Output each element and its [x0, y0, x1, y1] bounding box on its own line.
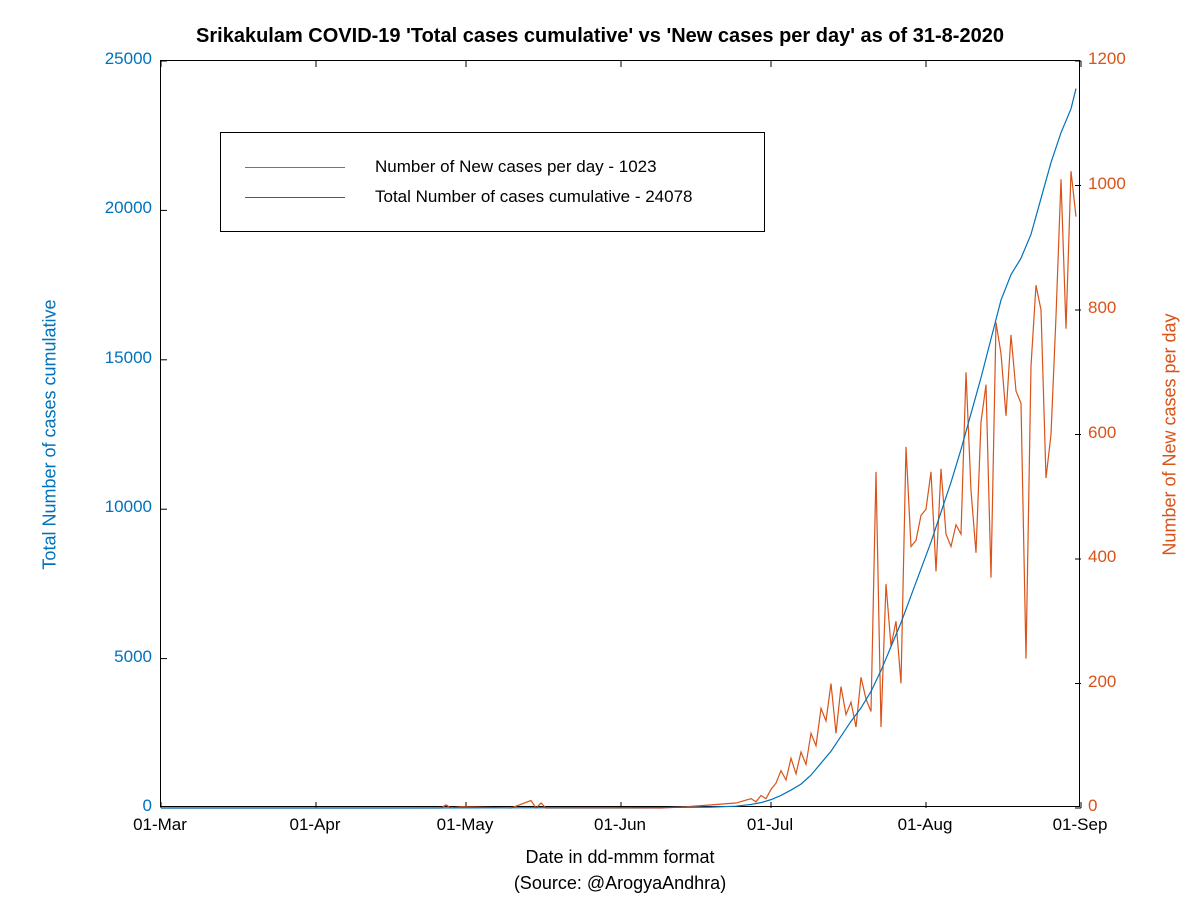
y-right-tick-label: 200: [1088, 672, 1116, 692]
new-cases-line: [161, 171, 1076, 808]
x-tick-label: 01-Sep: [1030, 815, 1130, 835]
y-right-tick-label: 400: [1088, 547, 1116, 567]
y-right-tick-label: 1000: [1088, 174, 1126, 194]
y-left-tick-label: 0: [143, 796, 152, 816]
x-tick-label: 01-Jul: [720, 815, 820, 835]
legend-label: Total Number of cases cumulative - 24078: [375, 187, 693, 207]
chart-title: Srikakulam COVID-19 'Total cases cumulat…: [0, 25, 1200, 48]
y-right-tick-label: 600: [1088, 423, 1116, 443]
x-axis-label-1: Date in dd-mmm format: [160, 847, 1080, 868]
chart-container: Srikakulam COVID-19 'Total cases cumulat…: [0, 0, 1200, 900]
legend: Number of New cases per day - 1023 Total …: [220, 132, 765, 232]
x-tick-label: 01-Apr: [265, 815, 365, 835]
y-axis-left-label: Total Number of cases cumulative: [40, 284, 61, 584]
x-tick-label: 01-Mar: [110, 815, 210, 835]
legend-item: Total Number of cases cumulative - 24078: [245, 187, 740, 207]
x-tick-label: 01-Aug: [875, 815, 975, 835]
legend-line: [245, 197, 345, 198]
legend-label: Number of New cases per day - 1023: [375, 157, 657, 177]
y-left-tick-label: 20000: [105, 198, 152, 218]
x-tick-label: 01-Jun: [570, 815, 670, 835]
x-tick-label: 01-May: [415, 815, 515, 835]
legend-line: [245, 167, 345, 168]
y-left-tick-label: 25000: [105, 49, 152, 69]
y-left-tick-label: 10000: [105, 497, 152, 517]
y-axis-right-label: Number of New cases per day: [1160, 284, 1181, 584]
x-axis-label-2: (Source: @ArogyaAndhra): [160, 873, 1080, 894]
y-right-tick-label: 800: [1088, 298, 1116, 318]
y-right-tick-label: 0: [1088, 796, 1097, 816]
legend-item: Number of New cases per day - 1023: [245, 157, 740, 177]
y-left-tick-label: 5000: [114, 647, 152, 667]
y-right-tick-label: 1200: [1088, 49, 1126, 69]
y-left-tick-label: 15000: [105, 348, 152, 368]
